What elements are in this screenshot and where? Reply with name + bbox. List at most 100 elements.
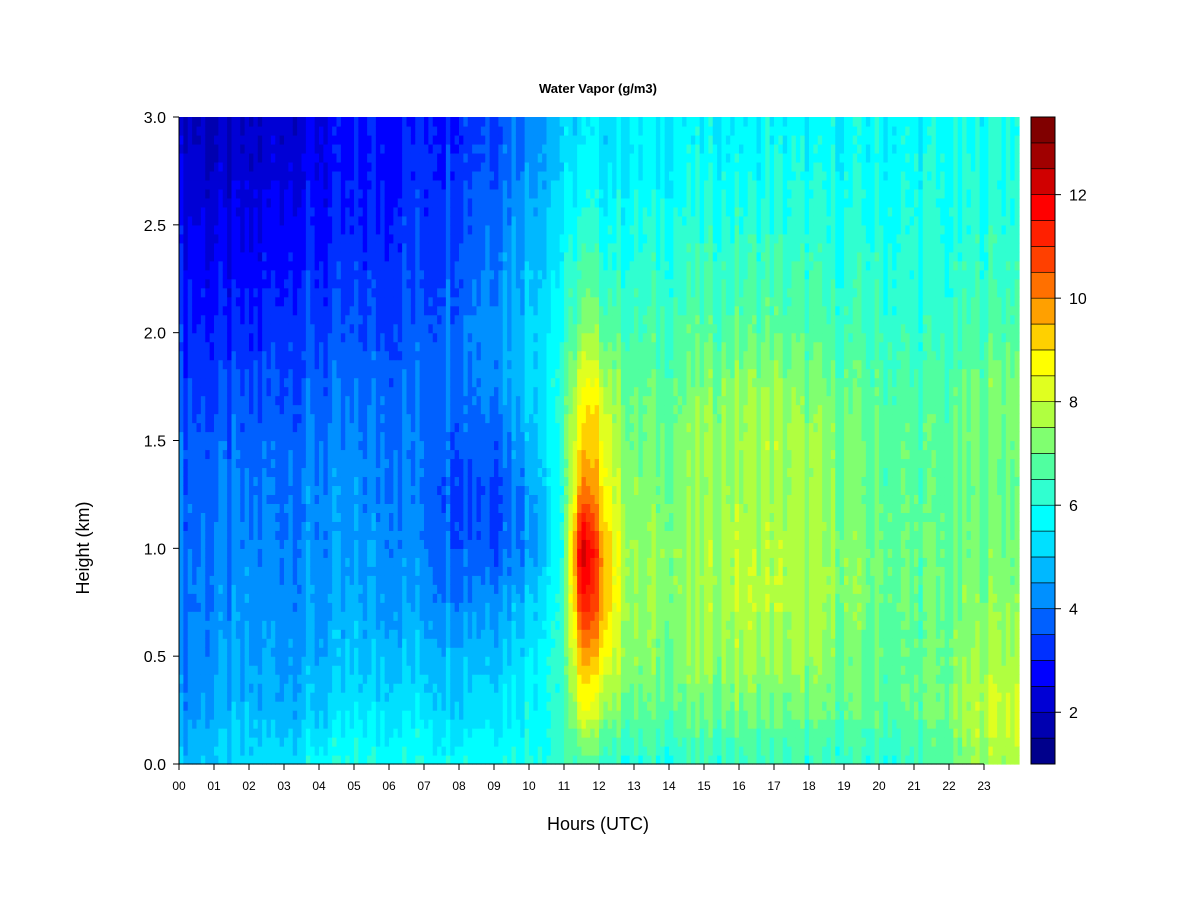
heatmap-cell	[305, 224, 311, 235]
heatmap-cell	[332, 521, 338, 531]
heatmap-cell	[327, 683, 333, 693]
heatmap-cell	[179, 512, 184, 522]
heatmap-cell	[257, 197, 263, 208]
heatmap-cell	[196, 386, 202, 397]
heatmap-cell	[336, 530, 342, 540]
heatmap-cell	[384, 260, 390, 271]
heatmap-cell	[345, 368, 351, 379]
heatmap-cell	[428, 117, 434, 127]
heatmap-cell	[218, 593, 224, 603]
heatmap-cell	[384, 305, 390, 316]
heatmap-cell	[227, 449, 233, 460]
heatmap-cell	[371, 656, 377, 666]
heatmap-cell	[375, 117, 381, 127]
heatmap-cell	[323, 512, 329, 522]
heatmap-cell	[463, 665, 469, 675]
heatmap-cell	[424, 566, 429, 576]
heatmap-cell	[419, 683, 425, 693]
heatmap-cell	[432, 701, 438, 711]
heatmap-cell	[222, 710, 228, 720]
heatmap-cell	[354, 719, 359, 729]
heatmap-cell	[389, 350, 394, 361]
heatmap-cell	[270, 719, 276, 729]
heatmap-cell	[297, 161, 303, 172]
heatmap-cell	[415, 710, 421, 720]
heatmap-cell	[345, 143, 351, 154]
heatmap-cell	[270, 161, 276, 172]
heatmap-cell	[284, 395, 289, 406]
heatmap-cell	[476, 117, 482, 127]
heatmap-cell	[454, 233, 460, 244]
heatmap-cell	[284, 593, 289, 603]
heatmap-cell	[389, 224, 394, 235]
heatmap-cell	[284, 584, 289, 594]
heatmap-cell	[305, 179, 311, 190]
heatmap-cell	[310, 539, 316, 549]
heatmap-cell	[389, 242, 394, 253]
heatmap-cell	[362, 278, 368, 289]
heatmap-cell	[218, 314, 224, 325]
heatmap-cell	[231, 440, 237, 451]
heatmap-cell	[183, 539, 189, 549]
heatmap-cell	[371, 710, 377, 720]
heatmap-cell	[235, 530, 241, 540]
heatmap-cell	[415, 512, 421, 522]
heatmap-cell	[327, 458, 333, 469]
heatmap-cell	[402, 323, 408, 334]
heatmap-cell	[270, 117, 276, 127]
heatmap-cell	[218, 746, 224, 756]
heatmap-cell	[235, 557, 241, 567]
heatmap-cell	[419, 377, 425, 388]
heatmap-cell	[428, 233, 434, 244]
heatmap-cell	[428, 539, 434, 549]
heatmap-cell	[192, 449, 198, 460]
heatmap-cell	[432, 413, 438, 424]
heatmap-cell	[463, 584, 469, 594]
heatmap-cell	[262, 242, 268, 253]
heatmap-cell	[244, 719, 250, 729]
heatmap-cell	[262, 728, 268, 738]
heatmap-cell	[332, 422, 338, 433]
heatmap-cell	[200, 701, 206, 711]
heatmap-cell	[354, 476, 359, 487]
heatmap-cell	[262, 629, 268, 639]
heatmap-cell	[336, 575, 342, 585]
heatmap-cell	[327, 620, 333, 630]
heatmap-cell	[275, 287, 281, 298]
heatmap-cell	[205, 117, 211, 127]
heatmap-cell	[332, 170, 338, 181]
heatmap-cell	[270, 602, 276, 612]
heatmap-cell	[472, 269, 478, 280]
heatmap-cell	[410, 665, 416, 675]
heatmap-cell	[253, 332, 259, 343]
heatmap-cell	[305, 467, 311, 478]
heatmap-cell	[240, 755, 246, 765]
heatmap-cell	[362, 260, 368, 271]
heatmap-cell	[459, 332, 464, 343]
heatmap-cell	[476, 647, 482, 657]
heatmap-cell	[432, 584, 438, 594]
heatmap-cell	[179, 467, 184, 478]
heatmap-cell	[253, 728, 259, 738]
heatmap-cell	[354, 305, 359, 316]
heatmap-cell	[244, 368, 250, 379]
heatmap-cell	[266, 197, 272, 208]
heatmap-cell	[323, 314, 329, 325]
heatmap-cell	[301, 161, 307, 172]
heatmap-cell	[336, 242, 342, 253]
heatmap-cell	[262, 143, 268, 154]
heatmap-cell	[393, 530, 399, 540]
heatmap-cell	[279, 350, 285, 361]
heatmap-cell	[345, 332, 351, 343]
heatmap-cell	[192, 593, 198, 603]
heatmap-cell	[244, 458, 250, 469]
heatmap-cell	[257, 566, 263, 576]
heatmap-cell	[472, 566, 478, 576]
heatmap-cell	[441, 161, 447, 172]
heatmap-cell	[314, 323, 320, 334]
heatmap-cell	[227, 602, 233, 612]
heatmap-cell	[476, 602, 482, 612]
heatmap-cell	[292, 728, 298, 738]
heatmap-cell	[244, 188, 250, 199]
heatmap-cell	[371, 323, 377, 334]
